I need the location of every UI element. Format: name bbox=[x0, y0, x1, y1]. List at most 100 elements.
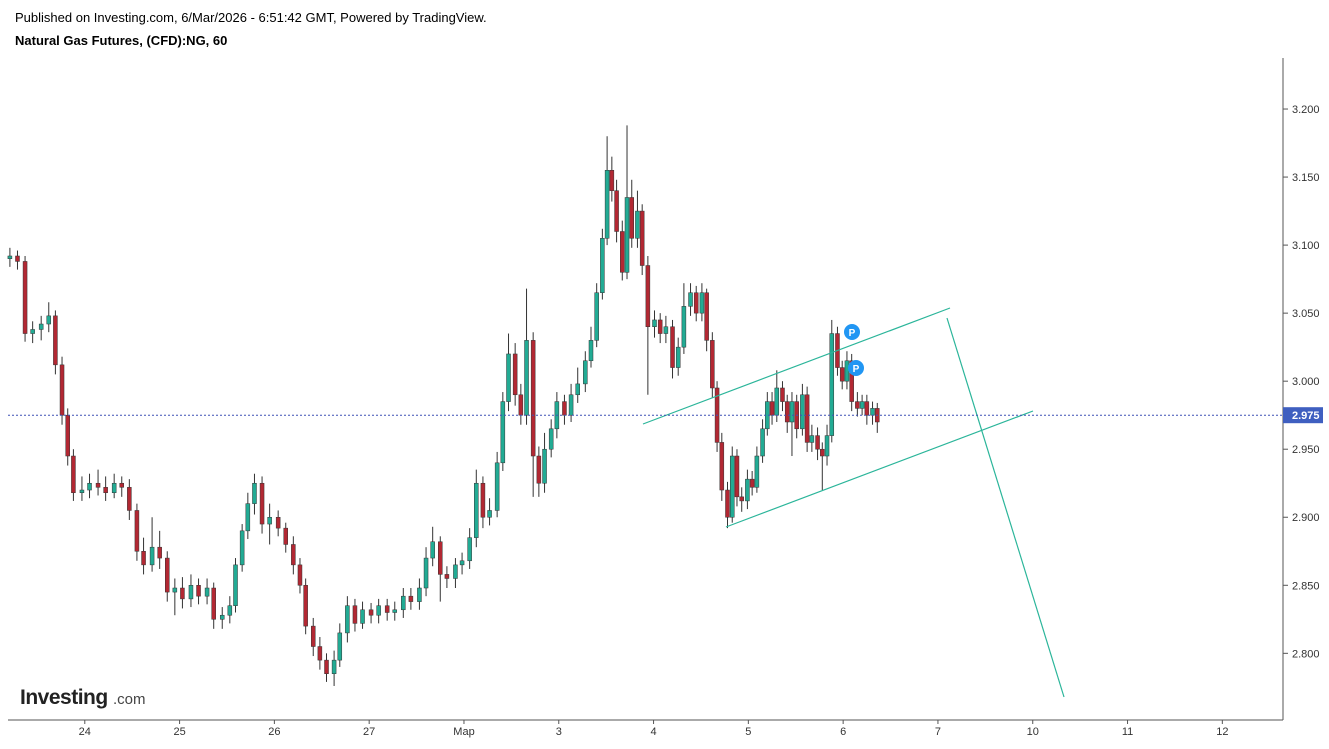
candle-body bbox=[368, 609, 374, 616]
candle bbox=[149, 517, 155, 572]
candle-body bbox=[317, 646, 323, 661]
candle bbox=[303, 578, 308, 635]
candle-body bbox=[500, 401, 506, 464]
candle bbox=[693, 285, 699, 322]
candle-body bbox=[245, 503, 251, 532]
candle bbox=[30, 321, 35, 344]
candle bbox=[562, 394, 567, 425]
candle bbox=[875, 402, 880, 433]
candle bbox=[157, 530, 162, 569]
candle bbox=[583, 351, 588, 393]
candle-body bbox=[745, 478, 750, 502]
candle bbox=[103, 476, 108, 501]
candle-body bbox=[604, 170, 610, 239]
candle-body bbox=[675, 346, 681, 368]
candle bbox=[657, 313, 663, 344]
candle-body bbox=[849, 360, 854, 402]
candle bbox=[809, 424, 815, 452]
candle-body bbox=[79, 489, 85, 494]
projection-line bbox=[946, 317, 1065, 698]
candle bbox=[765, 392, 770, 436]
candle-body bbox=[337, 632, 343, 661]
candle-body bbox=[408, 595, 414, 602]
candle-body bbox=[459, 560, 465, 566]
candle bbox=[65, 408, 70, 466]
candle bbox=[530, 332, 536, 497]
candle-body bbox=[211, 587, 216, 620]
candle bbox=[275, 510, 281, 537]
candle bbox=[620, 220, 625, 281]
candle-body bbox=[291, 544, 296, 566]
candle-body bbox=[614, 190, 619, 232]
candle-body bbox=[600, 238, 605, 293]
candle bbox=[204, 578, 210, 605]
candle bbox=[259, 476, 265, 534]
candle-body bbox=[474, 482, 479, 538]
candle bbox=[780, 381, 785, 412]
candle bbox=[518, 383, 524, 425]
candle-body bbox=[259, 482, 265, 525]
published-line: Published on Investing.com, 6/Mar/2026 -… bbox=[15, 10, 487, 25]
candle bbox=[645, 255, 651, 395]
candle bbox=[725, 481, 730, 529]
candle-body bbox=[227, 605, 233, 616]
candle bbox=[111, 473, 117, 499]
candle bbox=[699, 283, 705, 322]
candle-body bbox=[774, 387, 780, 416]
candle-body bbox=[46, 315, 52, 325]
candle bbox=[681, 283, 687, 354]
candle bbox=[864, 394, 870, 425]
candle-body bbox=[310, 625, 316, 647]
candle-body bbox=[699, 292, 705, 314]
candle bbox=[575, 367, 580, 403]
x-tick-label: 11 bbox=[1122, 726, 1133, 738]
candle bbox=[670, 319, 675, 379]
candle bbox=[180, 577, 185, 609]
candle bbox=[392, 601, 398, 621]
candle-body bbox=[652, 319, 657, 327]
candle bbox=[506, 333, 511, 412]
y-tick-label: 2.800 bbox=[1292, 648, 1320, 660]
candle bbox=[859, 394, 865, 416]
candle-body bbox=[22, 261, 28, 334]
candle-body bbox=[467, 537, 472, 562]
candle-body bbox=[629, 197, 635, 239]
marker-label: P bbox=[853, 364, 860, 375]
candle bbox=[739, 487, 744, 512]
candle bbox=[512, 343, 518, 406]
candle-body bbox=[303, 585, 308, 627]
x-tick-label: 26 bbox=[268, 726, 280, 738]
candle-body bbox=[239, 530, 245, 566]
candle bbox=[317, 636, 323, 670]
candle-body bbox=[725, 489, 730, 518]
candle-body bbox=[639, 210, 645, 266]
last-price-label: 2.975 bbox=[1292, 410, 1320, 422]
candle bbox=[188, 574, 194, 608]
candle-body bbox=[562, 401, 567, 416]
candle-body bbox=[275, 516, 281, 529]
candle bbox=[291, 536, 296, 575]
x-tick-label: 7 bbox=[935, 726, 941, 738]
candle bbox=[324, 653, 329, 682]
candle bbox=[729, 446, 735, 523]
candle-body bbox=[95, 482, 101, 488]
x-tick-label: 6 bbox=[840, 726, 846, 738]
candle bbox=[430, 526, 435, 567]
candle bbox=[870, 401, 875, 425]
candle-body bbox=[583, 360, 588, 385]
candle-body bbox=[360, 609, 365, 624]
candle bbox=[423, 547, 429, 597]
candle bbox=[688, 283, 693, 316]
candle bbox=[401, 588, 406, 618]
candle bbox=[794, 394, 799, 439]
last-price-box bbox=[1283, 407, 1323, 424]
candle-body bbox=[512, 353, 518, 396]
candle-body bbox=[800, 394, 805, 430]
candle-body bbox=[575, 383, 580, 396]
candle-body bbox=[645, 265, 651, 327]
candle bbox=[283, 522, 289, 553]
logo-brand: Investing bbox=[20, 686, 108, 709]
candle bbox=[165, 551, 170, 602]
